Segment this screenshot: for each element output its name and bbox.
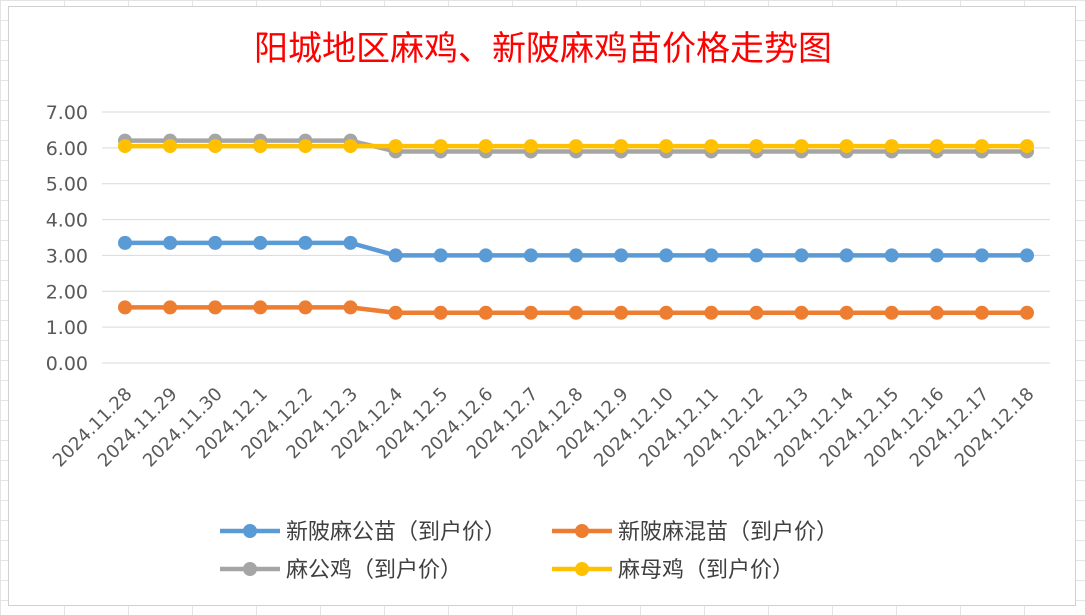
data-point xyxy=(433,248,448,263)
data-point xyxy=(163,139,178,154)
data-point xyxy=(974,139,989,154)
data-point xyxy=(659,305,674,320)
data-point xyxy=(1020,139,1034,154)
data-point xyxy=(704,139,719,154)
y-tick-label: 2.00 xyxy=(46,281,88,303)
data-point xyxy=(523,305,538,320)
legend-marker xyxy=(575,524,589,538)
data-point xyxy=(478,248,493,263)
data-point xyxy=(974,305,989,320)
data-point xyxy=(523,248,538,263)
data-point xyxy=(659,139,674,154)
legend-label: 新陂麻公苗（到户价） xyxy=(286,520,506,545)
y-axis: 0.00 1.00 2.00 3.00 4.00 5.00 6.00 7.00 xyxy=(46,102,88,375)
data-point xyxy=(343,300,358,315)
data-point xyxy=(298,300,313,315)
legend-label: 麻公鸡（到户价） xyxy=(286,558,462,583)
data-point xyxy=(208,235,223,250)
data-point xyxy=(794,305,809,320)
data-point xyxy=(1020,248,1034,263)
series-layer xyxy=(118,133,1034,320)
data-point xyxy=(839,248,854,263)
data-point xyxy=(569,248,583,263)
data-point xyxy=(929,305,944,320)
data-point xyxy=(929,139,944,154)
data-point xyxy=(794,248,809,263)
data-point xyxy=(704,305,719,320)
data-point xyxy=(704,248,719,263)
legend-marker xyxy=(243,562,257,576)
data-point xyxy=(163,235,178,250)
chart-title: 阳城地区麻鸡、新陂麻鸡苗价格走势图 xyxy=(254,29,832,69)
y-tick-label: 0.00 xyxy=(46,353,88,375)
data-point xyxy=(523,139,538,154)
data-point xyxy=(208,139,223,154)
data-point xyxy=(614,305,629,320)
data-point xyxy=(839,305,854,320)
data-point xyxy=(614,248,629,263)
legend-item: 新陂麻混苗（到户价） xyxy=(552,520,838,545)
data-point xyxy=(974,248,989,263)
series-1 xyxy=(118,300,1034,320)
data-point xyxy=(433,305,448,320)
y-tick-label: 1.00 xyxy=(46,317,88,339)
legend-label: 新陂麻混苗（到户价） xyxy=(618,520,838,545)
data-point xyxy=(298,139,313,154)
legend-item: 麻母鸡（到户价） xyxy=(552,558,794,583)
data-point xyxy=(794,139,809,154)
data-point xyxy=(343,139,358,154)
y-tick-label: 5.00 xyxy=(46,174,88,196)
data-point xyxy=(884,139,899,154)
legend-marker xyxy=(243,524,257,538)
data-point xyxy=(253,300,268,315)
legend-label: 麻母鸡（到户价） xyxy=(618,558,794,583)
data-point xyxy=(343,235,358,250)
data-point xyxy=(749,139,764,154)
data-point xyxy=(253,139,268,154)
y-tick-label: 6.00 xyxy=(46,138,88,160)
x-axis: 2024.11.282024.11.292024.11.302024.12.12… xyxy=(49,384,1039,472)
data-point xyxy=(569,305,583,320)
data-point xyxy=(569,139,583,154)
y-tick-label: 4.00 xyxy=(46,210,88,232)
legend-marker xyxy=(575,562,589,576)
series-3 xyxy=(118,139,1034,154)
data-point xyxy=(884,248,899,263)
legend-item: 新陂麻公苗（到户价） xyxy=(220,520,506,545)
legend-item: 麻公鸡（到户价） xyxy=(220,558,462,583)
data-point xyxy=(929,248,944,263)
data-point xyxy=(208,300,223,315)
data-point xyxy=(749,248,764,263)
data-point xyxy=(118,300,132,315)
data-point xyxy=(388,139,403,154)
data-point xyxy=(478,305,493,320)
data-point xyxy=(614,139,629,154)
data-point xyxy=(118,235,132,250)
y-tick-label: 7.00 xyxy=(46,102,88,124)
data-point xyxy=(478,139,493,154)
data-point xyxy=(253,235,268,250)
data-point xyxy=(884,305,899,320)
data-point xyxy=(659,248,674,263)
data-point xyxy=(388,248,403,263)
data-point xyxy=(1020,305,1034,320)
data-point xyxy=(298,235,313,250)
series-0 xyxy=(118,235,1034,263)
legend: 新陂麻公苗（到户价） 新陂麻混苗（到户价） 麻公鸡（到户价） 麻母鸡（到户价） xyxy=(220,520,838,583)
data-point xyxy=(118,139,132,154)
data-point xyxy=(749,305,764,320)
data-point xyxy=(839,139,854,154)
data-point xyxy=(388,305,403,320)
data-point xyxy=(433,139,448,154)
data-point xyxy=(163,300,178,315)
y-tick-label: 3.00 xyxy=(46,245,88,267)
